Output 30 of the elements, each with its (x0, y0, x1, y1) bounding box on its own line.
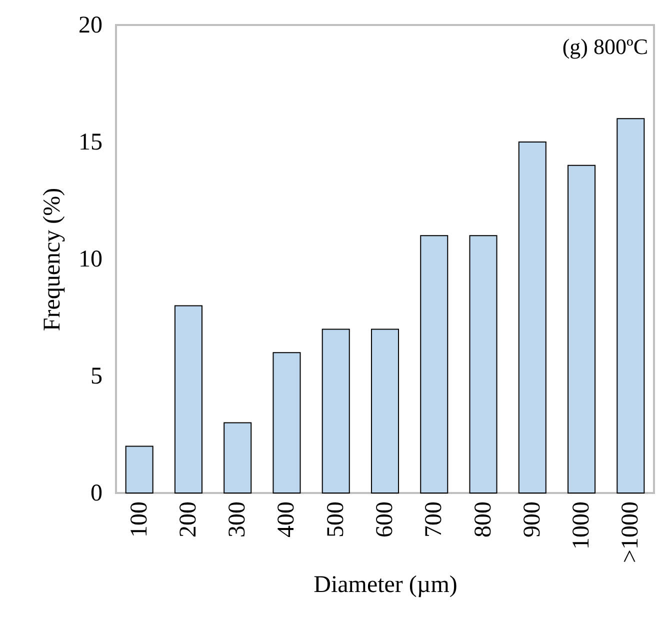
annotation: (g) 800ºC (562, 34, 648, 59)
y-tick-label: 0 (90, 480, 102, 506)
bar (370, 328, 400, 494)
y-axis-title: Frequency (%) (40, 188, 66, 332)
x-tick-label: 300 (224, 502, 251, 538)
x-tick-label: 1000 (568, 502, 595, 550)
x-tick-label: 600 (372, 502, 398, 538)
x-tick-label: 900 (519, 502, 546, 538)
x-tick-label: 100 (126, 502, 152, 538)
y-tick-label: 5 (90, 364, 102, 390)
x-tick-label: 200 (175, 502, 202, 538)
bar (322, 328, 350, 494)
bar (174, 305, 202, 494)
bar (518, 142, 546, 494)
x-axis-title: Diameter (µm) (314, 572, 458, 598)
bar (469, 235, 498, 494)
bar (420, 235, 448, 494)
bar (568, 164, 596, 494)
bar (224, 422, 252, 494)
y-tick-label: 10 (78, 246, 102, 272)
bar (125, 446, 154, 494)
x-tick-label: 400 (274, 502, 300, 538)
y-tick-label: 15 (78, 130, 102, 156)
bar (616, 118, 645, 494)
bar (272, 352, 301, 494)
x-tick-label: 800 (470, 502, 496, 538)
x-tick-label: 700 (421, 502, 448, 538)
x-tick-label: 500 (322, 502, 349, 538)
x-tick-label: >1000 (618, 502, 644, 564)
y-tick-label: 20 (78, 12, 102, 38)
